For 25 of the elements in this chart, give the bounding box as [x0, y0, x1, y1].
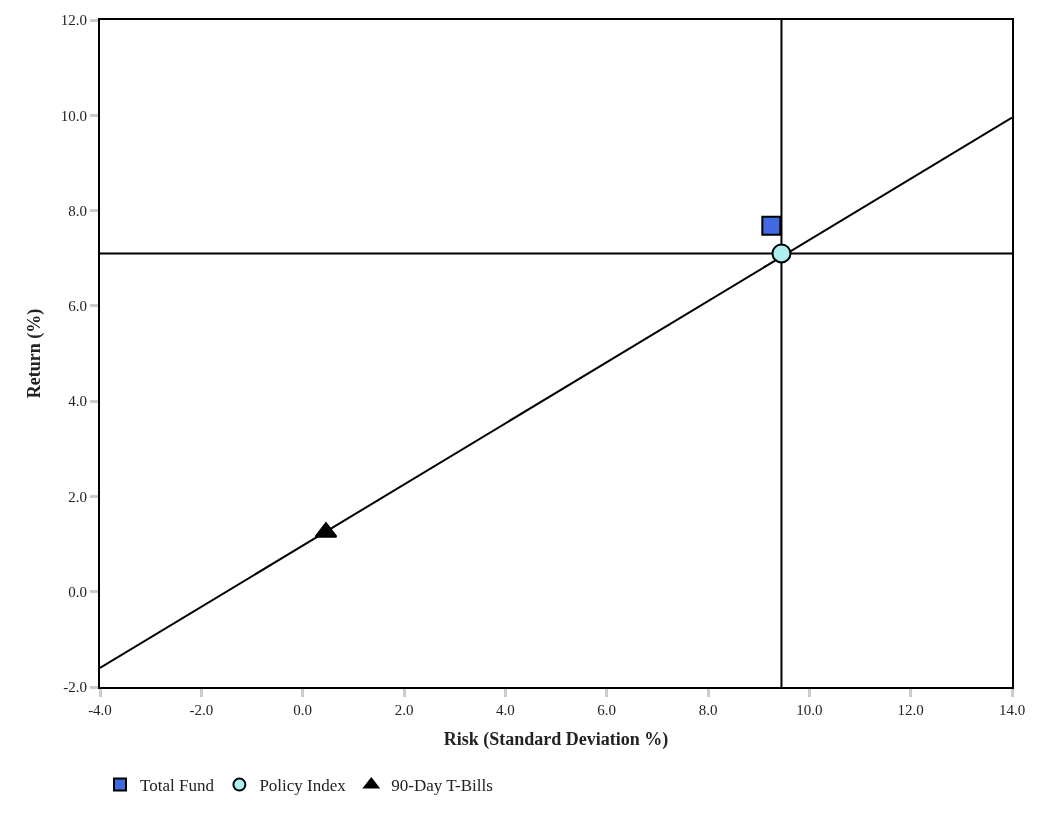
y-tick-label: 2.0 — [68, 488, 87, 505]
x-tick-label: 4.0 — [495, 702, 515, 718]
x-tick-label: 14.0 — [998, 702, 1026, 718]
legend-label: Total Fund — [140, 776, 215, 796]
y-tick-label: 8.0 — [68, 202, 87, 219]
x-tick-label: 6.0 — [597, 702, 617, 718]
y-tick-label: 12.0 — [60, 12, 87, 29]
legend-label: Policy Index — [259, 776, 347, 796]
y-tick-label: 6.0 — [68, 298, 87, 315]
y-tick-label: 10.0 — [60, 107, 87, 124]
y-tick-label: 4.0 — [68, 393, 87, 410]
x-tick-label: -2.0 — [189, 702, 214, 718]
y-tick-label: -2.0 — [63, 679, 87, 696]
x-tick-label: -4.0 — [88, 702, 112, 718]
legend-label: 90-Day T-Bills — [391, 776, 493, 796]
x-axis-title: Risk (Standard Deviation %) — [443, 728, 669, 750]
x-tick-label: 10.0 — [796, 702, 823, 718]
y-tick-label: 0.0 — [68, 583, 87, 600]
x-tick-label: 2.0 — [394, 702, 414, 718]
x-tick-label: 0.0 — [293, 702, 313, 718]
x-tick-label: 8.0 — [698, 702, 718, 718]
point — [761, 215, 782, 236]
point — [771, 243, 792, 264]
x-tick-label: 12.0 — [897, 702, 924, 718]
y-axis-title: Return (%) — [24, 308, 46, 399]
